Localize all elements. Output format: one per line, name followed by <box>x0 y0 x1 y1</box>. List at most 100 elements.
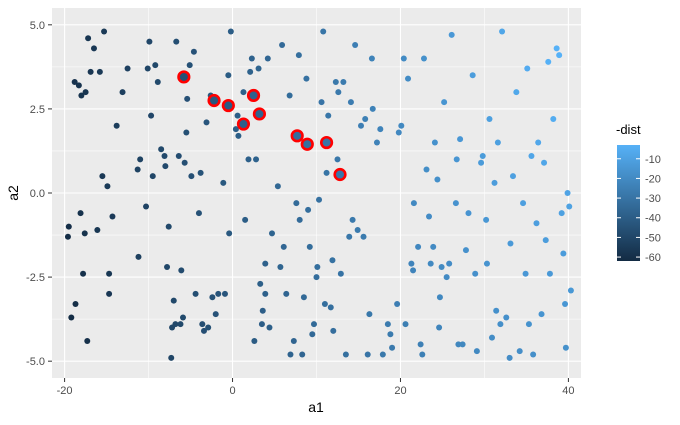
data-point <box>295 52 302 59</box>
data-point <box>215 290 222 297</box>
data-point <box>221 290 228 297</box>
data-point <box>465 210 472 217</box>
data-point <box>398 122 405 129</box>
data-point <box>436 324 443 331</box>
data-point <box>558 210 565 217</box>
data-point <box>173 38 180 45</box>
data-point <box>354 227 361 233</box>
legend-ticks: -10 -20 -30 -40 -50 -60 <box>617 154 661 264</box>
data-point <box>469 72 476 79</box>
data-point <box>530 351 537 358</box>
data-point <box>347 99 354 106</box>
data-point <box>362 116 369 122</box>
data-point <box>154 79 161 85</box>
data-point <box>369 105 376 112</box>
data-point <box>364 351 371 358</box>
data-point <box>161 153 168 159</box>
data-point <box>234 112 241 119</box>
x-tick-label: 20 <box>394 385 406 397</box>
data-point <box>303 75 310 82</box>
data-point <box>106 290 113 297</box>
data-point <box>262 260 269 267</box>
data-point <box>542 237 549 244</box>
data-point <box>190 48 197 55</box>
data-point <box>483 260 490 267</box>
data-point <box>431 139 438 146</box>
data-point <box>209 294 216 301</box>
data-point <box>203 119 210 126</box>
data-point <box>553 45 560 52</box>
data-point <box>184 95 191 102</box>
data-point <box>443 274 450 281</box>
data-point <box>72 301 79 307</box>
data-point <box>290 338 297 344</box>
data-point <box>71 79 78 85</box>
data-point <box>455 341 462 348</box>
data-point <box>143 203 150 210</box>
data-point <box>205 324 212 331</box>
data-point <box>253 156 260 163</box>
highlighted-point <box>221 98 235 113</box>
data-point <box>227 28 234 35</box>
data-point <box>395 129 402 136</box>
data-point <box>313 274 320 281</box>
y-tick-label: -2.5 <box>26 272 45 284</box>
data-point <box>453 156 460 163</box>
data-point <box>340 79 347 85</box>
data-point <box>394 301 401 307</box>
data-point <box>430 243 437 250</box>
data-point <box>562 344 569 351</box>
data-point <box>541 159 548 166</box>
data-point <box>494 139 501 146</box>
data-point <box>235 132 242 139</box>
data-point <box>266 324 273 331</box>
data-point <box>274 183 281 190</box>
data-point <box>320 28 327 35</box>
data-point <box>314 264 321 270</box>
data-point <box>457 136 464 143</box>
data-point <box>358 122 365 129</box>
data-points <box>64 28 574 361</box>
data-point <box>334 156 341 163</box>
data-point <box>520 200 527 207</box>
data-point <box>360 233 367 240</box>
data-point <box>264 55 271 62</box>
y-axis-label: a2 <box>5 185 21 201</box>
data-point <box>177 321 184 328</box>
data-point <box>337 270 344 277</box>
data-point <box>434 176 441 183</box>
data-point <box>438 264 445 270</box>
data-point <box>368 55 375 62</box>
highlighted-point <box>246 88 261 103</box>
data-point <box>309 331 316 338</box>
y-tick-label: -5.0 <box>26 356 45 368</box>
data-point <box>321 301 328 307</box>
data-point <box>113 122 120 129</box>
legend-tick-label: -50 <box>645 232 661 244</box>
data-point <box>325 112 332 119</box>
x-tick-label: -20 <box>57 385 73 397</box>
data-point <box>405 75 412 82</box>
data-point <box>349 216 356 223</box>
data-point <box>516 348 523 355</box>
data-point <box>82 89 89 96</box>
data-point <box>550 116 557 122</box>
data-point <box>65 223 72 230</box>
data-point <box>90 45 97 52</box>
data-point <box>287 351 294 358</box>
data-point <box>148 112 155 119</box>
x-tick-label: 0 <box>229 385 235 397</box>
data-point <box>162 163 169 170</box>
x-tick-label: 40 <box>562 385 574 397</box>
data-point <box>352 42 359 48</box>
legend-colorbar <box>617 145 640 261</box>
data-point <box>509 173 516 180</box>
data-point <box>427 260 434 267</box>
legend-tick-label: -10 <box>645 154 661 166</box>
highlighted-point <box>177 70 191 84</box>
data-point <box>342 351 349 358</box>
data-point <box>389 344 396 351</box>
data-point <box>497 321 504 328</box>
